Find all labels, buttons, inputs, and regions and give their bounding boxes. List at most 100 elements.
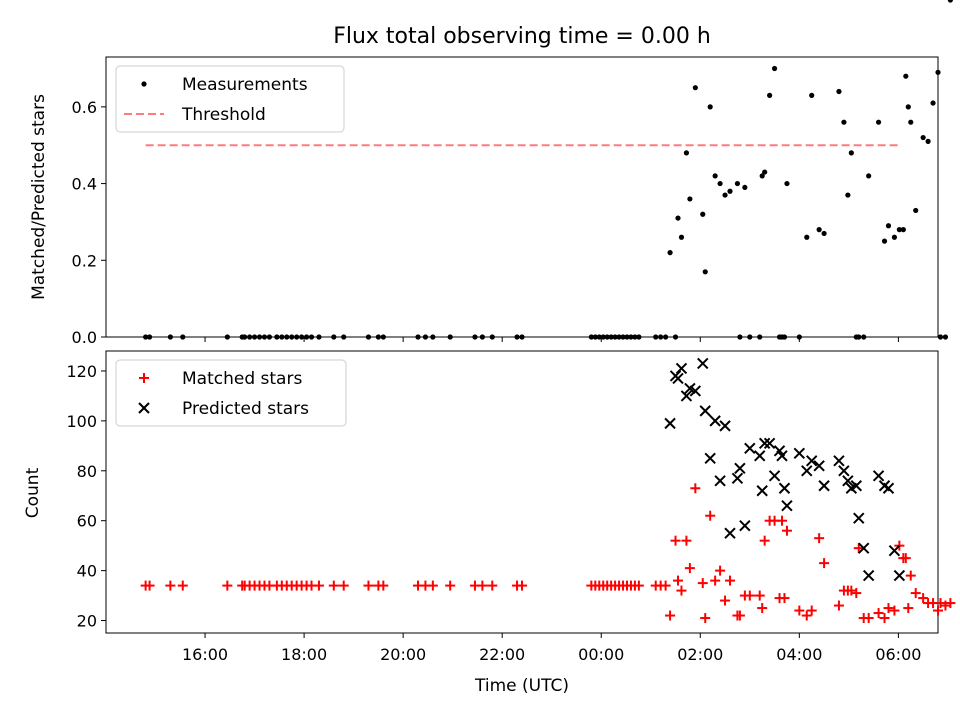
measurement-point (604, 334, 610, 340)
matched-star-point (445, 580, 456, 591)
predicted-star-point (882, 482, 895, 494)
bottom-panel: 20 40 60 80 100 120 16:00 18:00 20:00 22:00 00:00 0… (66, 350, 956, 664)
predicted-star-stroke-b (714, 475, 726, 487)
predicted-star-stroke-b (763, 437, 776, 450)
measurement-point (935, 69, 941, 75)
measurement-point (303, 334, 310, 340)
measurement-point (375, 334, 381, 340)
measurement-point (479, 334, 485, 340)
matched-star-point (338, 580, 349, 591)
measurement-point (224, 334, 230, 340)
matched-star-point (879, 613, 890, 624)
measurement-point (845, 192, 851, 198)
predicted-star-stroke-b (739, 519, 751, 532)
matched-star-point (633, 580, 644, 591)
x-tick-label: 02:00 (677, 645, 723, 664)
predicted-star-stroke-b (778, 482, 791, 494)
top-y-tick-label: 0.0 (72, 328, 97, 347)
predicted-star-point (709, 415, 721, 427)
bottom-legend-box (115, 359, 347, 427)
matched-star-point (690, 483, 701, 494)
x-tick-label: 04:00 (776, 645, 822, 664)
predicted-star-stroke-b (882, 482, 895, 494)
predicted-star-point (813, 460, 825, 472)
legend-label: Predicted stars (182, 399, 309, 419)
top-y-tick-label: 0.4 (72, 175, 97, 194)
matched-star-point (889, 605, 900, 616)
measurement-point (299, 334, 305, 340)
predicted-star-stroke-b (806, 455, 818, 467)
matched-star-point (945, 598, 956, 609)
predicted-star-stroke-b (838, 465, 850, 477)
measurement-point (256, 334, 263, 340)
measurement-point (942, 334, 949, 340)
measurement-point (514, 334, 520, 340)
measurement-point (757, 334, 763, 340)
top-y-tick-label: 0.2 (72, 251, 97, 270)
matched-star-point (705, 510, 716, 521)
predicted-star-point (763, 437, 776, 450)
predicted-star-point (699, 405, 711, 417)
measurement-point (742, 184, 748, 191)
predicted-star-stroke-b (893, 569, 906, 582)
measurement-point (903, 73, 909, 79)
measurement-point (727, 188, 733, 194)
predicted-star-point (838, 465, 850, 477)
predicted-star-stroke-b (842, 475, 854, 487)
predicted-star-point (719, 420, 731, 432)
matched-star-point (863, 613, 874, 624)
predicted-star-stroke-b (719, 420, 731, 432)
measurement-point (692, 85, 698, 91)
legend-predicted-marker-b (138, 402, 150, 414)
measurement-point (284, 334, 290, 340)
predicted-star-point (893, 569, 906, 582)
top-legend-box (115, 65, 345, 133)
legend-measurements-marker (141, 81, 147, 87)
predicted-star-stroke-b (858, 542, 870, 554)
measurement-point (881, 238, 888, 244)
x-tick-label: 20:00 (380, 645, 426, 664)
matched-star-point (222, 580, 233, 591)
x-tick-label: 18:00 (281, 645, 327, 664)
matched-star-point (681, 535, 692, 546)
measurement-point (930, 100, 936, 106)
matched-star-point (720, 595, 731, 606)
measurement-point (866, 173, 872, 179)
top-y-axis-label: Matched/Predicted stars (29, 94, 49, 300)
legend-label: Matched stars (182, 369, 302, 389)
matched-star-point (517, 580, 527, 591)
predicted-star-stroke-b (664, 417, 676, 430)
legend-label: Threshold (181, 105, 266, 125)
predicted-star-point (680, 390, 693, 402)
measurement-point (925, 138, 931, 144)
predicted-star-stroke-b (704, 452, 716, 465)
predicted-star-stroke-b (853, 512, 865, 524)
predicted-star-point (697, 357, 709, 370)
matched-star-point (734, 610, 745, 621)
measurement-point (616, 334, 622, 340)
measurement-point (913, 207, 919, 214)
predicted-star-stroke-b (781, 500, 793, 512)
measurement-point (632, 334, 638, 340)
predicted-star-stroke-b (833, 455, 845, 467)
predicted-star-stroke-b (813, 460, 825, 472)
predicted-star-point (776, 450, 788, 462)
measurement-point (841, 119, 847, 125)
bottom-y-tick-label: 80 (77, 462, 97, 481)
matched-star-point (779, 593, 790, 604)
matched-star-point (700, 613, 711, 624)
measurement-point (279, 334, 285, 340)
measurement-point (289, 334, 295, 340)
predicted-star-point (833, 455, 845, 467)
predicted-star-stroke-b (672, 372, 684, 385)
measurement-point (146, 334, 153, 340)
measurement-point (266, 334, 273, 340)
matched-star-point (378, 580, 389, 591)
measurement-point (781, 334, 788, 340)
measurement-point (636, 334, 642, 340)
predicted-star-stroke-b (684, 382, 696, 395)
measurement-point (489, 334, 495, 340)
measurement-point (836, 88, 842, 95)
predicted-star-stroke-b (697, 357, 709, 370)
measurement-point (422, 334, 429, 340)
